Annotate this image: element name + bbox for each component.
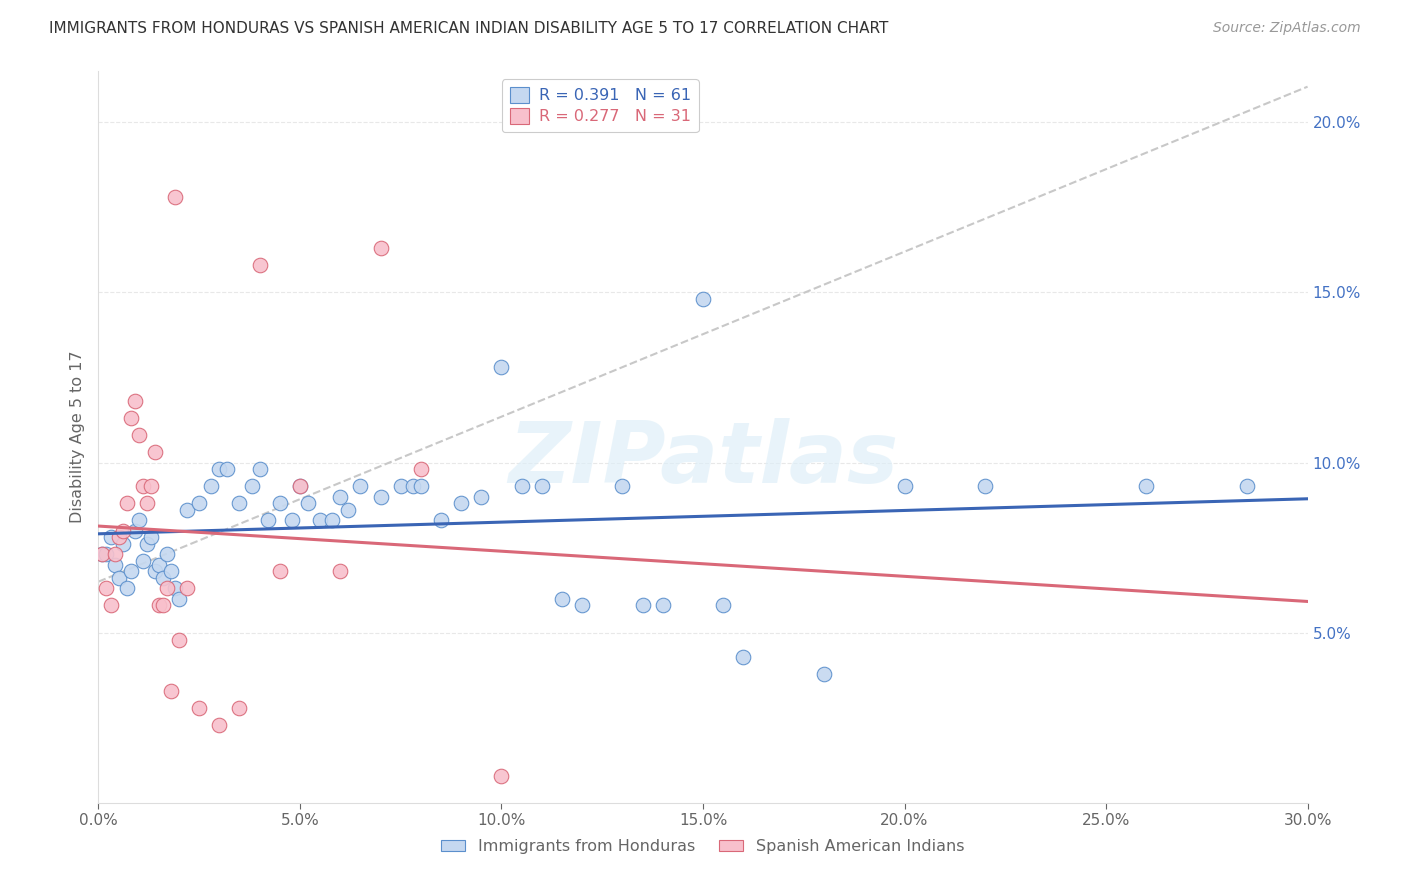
Point	[409, 479, 432, 493]
Point	[132, 554, 155, 568]
Legend: Immigrants from Honduras, Spanish American Indians: Immigrants from Honduras, Spanish Americ…	[434, 833, 972, 861]
Point	[167, 591, 190, 606]
Point	[321, 513, 343, 527]
Point	[470, 490, 492, 504]
Point	[692, 293, 714, 307]
Point	[208, 717, 231, 731]
Point	[152, 571, 174, 585]
Point	[269, 496, 291, 510]
Point	[269, 565, 291, 579]
Point	[128, 513, 150, 527]
Point	[163, 190, 186, 204]
Point	[337, 503, 360, 517]
Point	[893, 479, 915, 493]
Point	[135, 537, 157, 551]
Point	[120, 411, 142, 425]
Point	[160, 565, 183, 579]
Point	[115, 496, 138, 510]
Point	[974, 479, 997, 493]
Point	[288, 479, 311, 493]
Point	[128, 428, 150, 442]
Point	[124, 394, 146, 409]
Point	[143, 445, 166, 459]
Point	[156, 548, 179, 562]
Point	[370, 241, 392, 255]
Point	[111, 537, 134, 551]
Point	[309, 513, 332, 527]
Point	[651, 599, 673, 613]
Point	[329, 490, 352, 504]
Point	[115, 582, 138, 596]
Point	[409, 462, 432, 476]
Point	[1135, 479, 1157, 493]
Point	[711, 599, 734, 613]
Point	[200, 479, 222, 493]
Text: Source: ZipAtlas.com: Source: ZipAtlas.com	[1213, 21, 1361, 35]
Point	[249, 462, 271, 476]
Point	[148, 599, 170, 613]
Point	[240, 479, 263, 493]
Point	[167, 632, 190, 647]
Point	[491, 768, 513, 782]
Point	[96, 548, 118, 562]
Point	[430, 513, 453, 527]
Point	[139, 531, 162, 545]
Point	[107, 531, 129, 545]
Point	[103, 548, 125, 562]
Point	[530, 479, 553, 493]
Point	[132, 479, 155, 493]
Point	[135, 496, 157, 510]
Point	[96, 582, 118, 596]
Point	[156, 582, 179, 596]
Point	[208, 462, 231, 476]
Point	[288, 479, 311, 493]
Point	[163, 582, 186, 596]
Point	[111, 524, 134, 538]
Point	[143, 565, 166, 579]
Point	[148, 558, 170, 572]
Point	[103, 558, 125, 572]
Point	[107, 571, 129, 585]
Point	[152, 599, 174, 613]
Point	[491, 360, 513, 375]
Point	[228, 496, 250, 510]
Point	[249, 258, 271, 272]
Point	[217, 462, 239, 476]
Point	[349, 479, 371, 493]
Point	[571, 599, 593, 613]
Point	[91, 548, 114, 562]
Point	[256, 513, 278, 527]
Point	[389, 479, 412, 493]
Y-axis label: Disability Age 5 to 17: Disability Age 5 to 17	[69, 351, 84, 524]
Point	[1236, 479, 1258, 493]
Point	[813, 666, 835, 681]
Point	[612, 479, 634, 493]
Text: ZIPatlas: ZIPatlas	[508, 417, 898, 500]
Text: IMMIGRANTS FROM HONDURAS VS SPANISH AMERICAN INDIAN DISABILITY AGE 5 TO 17 CORRE: IMMIGRANTS FROM HONDURAS VS SPANISH AMER…	[49, 21, 889, 36]
Point	[370, 490, 392, 504]
Point	[176, 582, 198, 596]
Point	[100, 531, 122, 545]
Point	[510, 479, 533, 493]
Point	[402, 479, 425, 493]
Point	[297, 496, 319, 510]
Point	[228, 700, 250, 714]
Point	[188, 496, 211, 510]
Point	[176, 503, 198, 517]
Point	[450, 496, 472, 510]
Point	[100, 599, 122, 613]
Point	[160, 683, 183, 698]
Point	[733, 649, 755, 664]
Point	[124, 524, 146, 538]
Point	[281, 513, 304, 527]
Point	[631, 599, 654, 613]
Point	[551, 591, 574, 606]
Point	[329, 565, 352, 579]
Point	[91, 548, 114, 562]
Point	[139, 479, 162, 493]
Point	[188, 700, 211, 714]
Point	[120, 565, 142, 579]
